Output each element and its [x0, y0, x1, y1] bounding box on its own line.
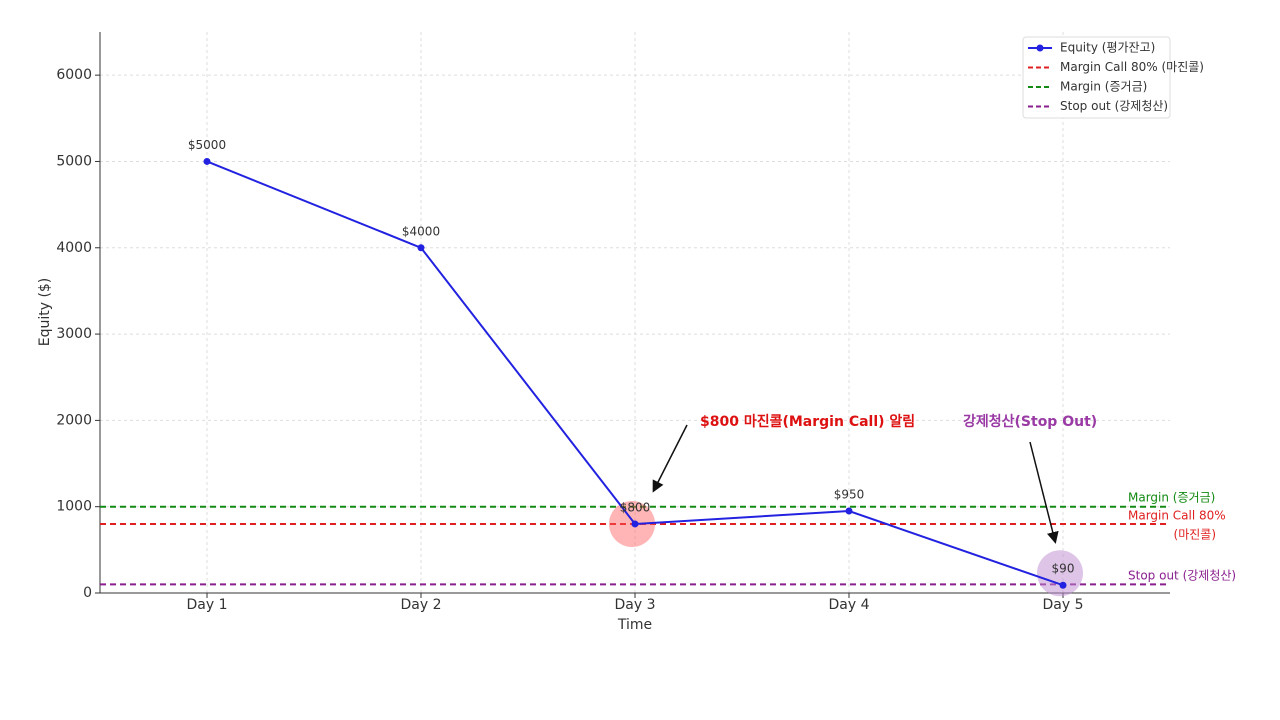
- annotation: $800 마진콜(Margin Call) 알림: [700, 413, 915, 430]
- x-tick-label: Day 2: [400, 597, 441, 613]
- legend-dot: [1036, 44, 1044, 52]
- x-tick-label: Day 5: [1042, 597, 1083, 613]
- y-tick-label: 5000: [56, 153, 92, 169]
- value-label: $5000: [188, 138, 226, 152]
- y-tick-label: 0: [83, 585, 92, 601]
- y-tick-label: 4000: [56, 240, 92, 256]
- x-tick-label: Day 1: [186, 597, 227, 613]
- reference-label: Stop out (강제청산): [1128, 569, 1236, 583]
- x-tick-label: Day 4: [828, 597, 869, 613]
- reference-label: Margin (증거금): [1128, 491, 1215, 505]
- reference-label: Margin Call 80%: [1128, 509, 1226, 523]
- value-label: $4000: [402, 224, 440, 238]
- point: [203, 157, 211, 165]
- value-label: $950: [834, 488, 865, 502]
- y-tick-label: 6000: [56, 67, 92, 83]
- value-label: $90: [1052, 562, 1075, 576]
- legend-box: [1022, 36, 1171, 119]
- value-label: $800: [620, 500, 651, 514]
- point: [1059, 581, 1067, 589]
- point: [417, 244, 425, 252]
- y-tick-label: 3000: [56, 326, 92, 342]
- y-tick-label: 1000: [56, 499, 92, 515]
- highlight-circle: [1037, 550, 1083, 597]
- x-tick-label: Day 3: [614, 597, 655, 613]
- y-axis-label: Equity ($): [37, 278, 53, 347]
- x-axis-label: Time: [617, 617, 652, 633]
- annotation-arrow: [1029, 441, 1059, 544]
- point: [845, 507, 853, 515]
- legend-label: Stop out (강제청산): [1060, 99, 1168, 113]
- legend-label: Equity (평가잔고): [1060, 41, 1155, 55]
- point: [631, 520, 639, 528]
- legend-label: Margin Call 80% (마진콜): [1060, 60, 1204, 74]
- legend-label: Margin (증거금): [1060, 80, 1147, 94]
- annotation: 강제청산(Stop Out): [963, 413, 1097, 430]
- y-tick-label: 2000: [56, 412, 92, 428]
- reference-label: (마진콜): [1174, 528, 1216, 542]
- annotation-arrow: [652, 424, 688, 493]
